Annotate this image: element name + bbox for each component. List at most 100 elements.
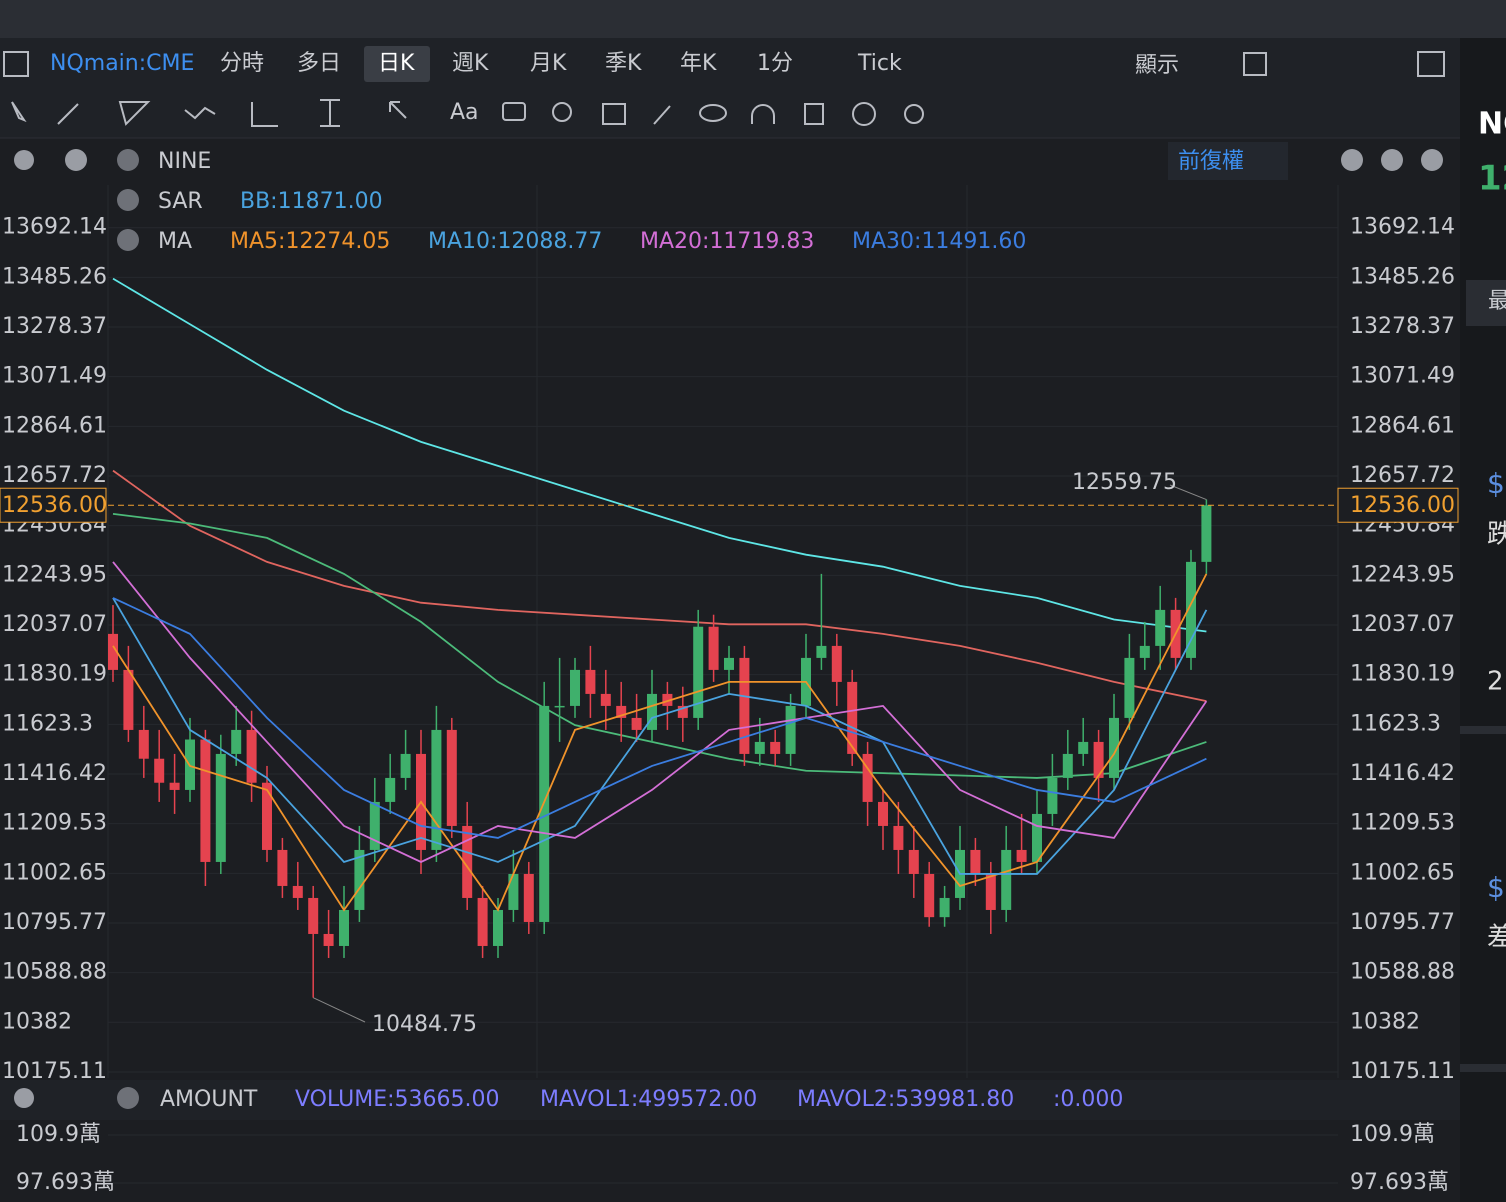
volume-legend: MAVOL2:539981.80 (797, 1087, 1014, 1112)
candle-body (1155, 609, 1166, 646)
ma-line (112, 512, 1207, 779)
candle-body (693, 626, 704, 718)
candle-body (908, 849, 919, 874)
period-tab[interactable]: 多日 (297, 51, 341, 76)
candle-body (508, 873, 519, 910)
line-tool[interactable] (57, 103, 79, 125)
sidebar-price: 12 (1478, 159, 1506, 199)
candle-body (539, 705, 550, 922)
pen-tool[interactable] (653, 105, 671, 125)
y-tick-label: 10588.88 (1350, 960, 1455, 985)
min-leader (312, 997, 366, 1023)
search-tool[interactable] (552, 102, 572, 122)
legend-entry: MA20:11719.83 (640, 229, 814, 254)
candle-body (1139, 645, 1150, 658)
y-tick-label: 11416.42 (1350, 761, 1455, 786)
candle-body (323, 933, 334, 946)
candle-body (1001, 849, 1012, 910)
sync-tool[interactable] (852, 102, 876, 126)
candle-body (493, 909, 503, 946)
candle-body (924, 873, 935, 918)
note-tool[interactable] (502, 102, 526, 121)
close-ma[interactable] (117, 229, 139, 251)
period-tab[interactable]: 季K (605, 51, 642, 76)
y-tick-label: 10588.88 (2, 960, 107, 985)
legend-entry: MA5:12274.05 (230, 229, 390, 254)
y-tick-label: 10795.77 (1350, 910, 1455, 935)
candle-body (154, 758, 165, 783)
arrow-tool[interactable] (389, 101, 407, 119)
candle-body (631, 717, 642, 730)
candle-body (215, 753, 226, 862)
ma-line (112, 469, 1207, 702)
y-tick-label: 13071.49 (1350, 364, 1455, 389)
measure-tool[interactable] (320, 99, 340, 127)
y-tick-label: 12864.61 (2, 413, 107, 438)
candle-body (1109, 717, 1119, 778)
candle-tool[interactable] (602, 103, 626, 125)
candle-body (754, 741, 765, 754)
cursor-tool[interactable] (11, 101, 27, 123)
y-tick-label: 11209.53 (1350, 811, 1455, 836)
candle-body (1124, 657, 1135, 718)
eye-tool[interactable] (699, 104, 727, 122)
settings-tool[interactable] (904, 104, 924, 124)
legend-entry: MA10:12088.77 (428, 229, 602, 254)
candle-body (862, 753, 873, 802)
period-tab[interactable]: 分時 (220, 51, 264, 76)
shape-tool[interactable] (118, 101, 151, 126)
volume-title[interactable]: AMOUNT (160, 1087, 258, 1112)
candle-body (616, 705, 627, 718)
candle-body (308, 897, 319, 934)
indicator-ma[interactable]: MA (158, 229, 192, 254)
settings[interactable] (14, 1088, 34, 1108)
panel-icon[interactable] (1417, 51, 1445, 77)
y-tick-label: 13485.26 (2, 264, 107, 289)
wave-tool[interactable] (184, 106, 216, 120)
y-tick-label: 109.9萬 (1350, 1122, 1435, 1147)
candle-body (108, 633, 118, 670)
period-tab[interactable]: 1分 (757, 51, 793, 76)
period-tab[interactable]: 月K (530, 51, 567, 76)
period-tab[interactable]: 年K (680, 51, 717, 76)
max-leader (1169, 484, 1207, 500)
sidebar-tab[interactable]: 最 (1488, 289, 1506, 314)
zoom-out[interactable] (1341, 149, 1363, 171)
period-tab[interactable]: 週K (452, 51, 489, 76)
zoom-in[interactable] (1421, 149, 1443, 171)
close-sar[interactable] (117, 189, 139, 211)
candle-body (970, 849, 981, 874)
y-tick-label: 12864.61 (1350, 413, 1455, 438)
adjust-menu[interactable]: 前復權 (1178, 149, 1244, 174)
icon[interactable] (1243, 52, 1267, 76)
collapse[interactable] (65, 149, 87, 171)
indicator-nine[interactable]: NINE (158, 149, 211, 174)
candle-body (123, 669, 134, 730)
candle-body (277, 849, 288, 886)
period-tab[interactable]: Tick (857, 51, 902, 76)
magnet-tool[interactable] (751, 104, 775, 124)
adjust-bg (1168, 142, 1288, 180)
y-tick-label: 11002.65 (2, 860, 107, 885)
period-tab[interactable]: 日K (378, 51, 415, 76)
y-tick-label: 10382 (2, 1009, 72, 1034)
sidebar-item: 跌 (1487, 520, 1506, 550)
ma-line (112, 561, 1208, 863)
y-tick-label: 11830.19 (1350, 662, 1455, 687)
zoom-out[interactable] (1381, 149, 1403, 171)
sidebar-item: 2 (1487, 667, 1504, 697)
close-nine[interactable] (117, 149, 139, 171)
candle-body (446, 729, 457, 826)
layout-icon[interactable] (3, 51, 29, 77)
tools: Aa (11, 99, 924, 127)
text-tool[interactable]: Aa (450, 100, 479, 125)
indicator-sar[interactable]: SAR (158, 189, 203, 214)
display-menu[interactable]: 顯示 (1135, 53, 1179, 78)
close-volume[interactable] (117, 1087, 139, 1109)
candle-body (1047, 777, 1058, 814)
delete-tool[interactable] (804, 103, 824, 125)
volume-legend: VOLUME:53665.00 (295, 1087, 500, 1112)
settings[interactable] (14, 150, 34, 170)
fib-tool[interactable] (251, 102, 278, 127)
symbol[interactable]: NQmain:CME (50, 51, 194, 76)
